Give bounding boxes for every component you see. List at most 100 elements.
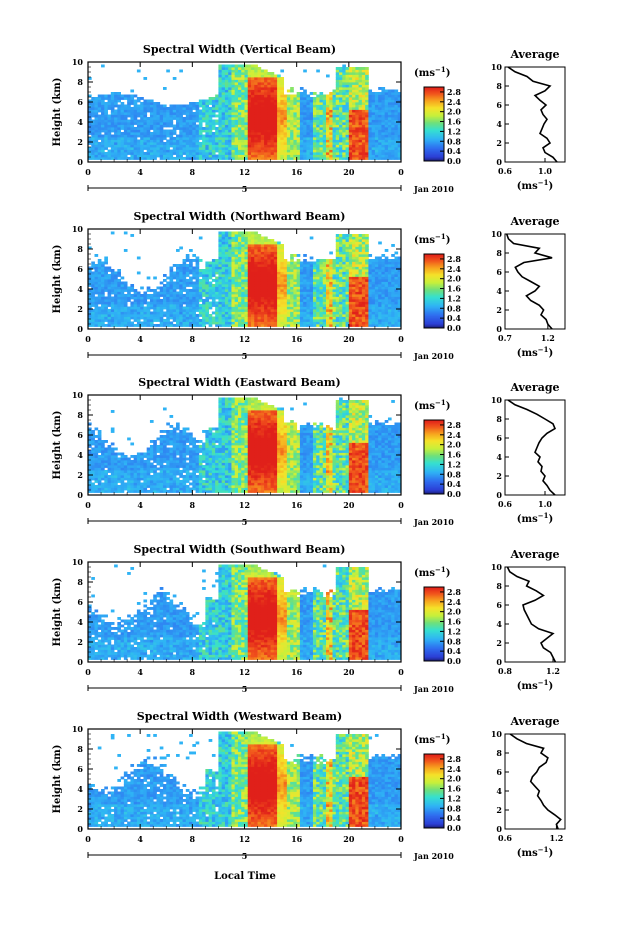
heatmap-cell bbox=[143, 77, 147, 80]
heatmap-cell bbox=[394, 152, 398, 155]
heatmap-cell bbox=[277, 95, 281, 98]
heatmap-cell bbox=[323, 150, 327, 153]
heatmap-cell bbox=[212, 105, 216, 108]
heatmap-cell bbox=[205, 135, 209, 138]
heatmap-cell bbox=[264, 72, 268, 75]
heatmap-cell bbox=[388, 137, 392, 140]
heatmap-cell bbox=[202, 117, 206, 120]
heatmap-cell bbox=[287, 120, 291, 123]
heatmap-cell bbox=[163, 150, 167, 153]
heatmap-cell bbox=[173, 309, 177, 312]
heatmap-cell bbox=[205, 297, 209, 300]
heatmap-cell bbox=[297, 314, 301, 317]
heatmap-cell bbox=[326, 274, 330, 277]
heatmap-cell bbox=[225, 259, 229, 262]
heatmap-cell bbox=[140, 314, 144, 317]
heatmap-cell bbox=[346, 122, 350, 125]
heatmap-cell bbox=[310, 289, 314, 292]
heatmap-cell bbox=[173, 292, 177, 295]
heatmap-cell bbox=[238, 262, 242, 265]
heatmap-cell bbox=[303, 322, 307, 325]
heatmap-cell bbox=[254, 77, 258, 80]
heatmap-cell bbox=[218, 234, 222, 237]
heatmap-cell bbox=[124, 97, 128, 100]
heatmap-cell bbox=[313, 115, 317, 118]
heatmap-cell bbox=[173, 140, 177, 143]
heatmap-cell bbox=[306, 120, 310, 123]
heatmap-cell bbox=[173, 137, 177, 140]
heatmap-cell bbox=[130, 155, 134, 158]
heatmap-cell bbox=[297, 324, 301, 327]
heatmap-cell bbox=[215, 294, 219, 297]
heatmap-cell bbox=[303, 90, 307, 93]
heatmap-cell bbox=[166, 312, 170, 315]
heatmap-cell bbox=[95, 264, 99, 267]
heatmap-cell bbox=[293, 135, 297, 138]
heatmap-cell bbox=[365, 90, 369, 93]
heatmap-cell bbox=[231, 232, 235, 235]
heatmap-cell bbox=[104, 324, 108, 327]
heatmap-cell bbox=[111, 100, 115, 103]
heatmap-cell bbox=[225, 312, 229, 315]
heatmap-cell bbox=[114, 112, 118, 115]
heatmap-cell bbox=[111, 289, 115, 292]
heatmap-cell bbox=[238, 120, 242, 123]
heatmap-cell bbox=[104, 110, 108, 113]
heatmap-cell bbox=[375, 147, 379, 150]
heatmap-cell bbox=[326, 95, 330, 98]
heatmap-cell bbox=[333, 319, 337, 322]
heatmap-cell bbox=[297, 319, 301, 322]
heatmap-cell bbox=[241, 70, 245, 73]
heatmap-cell bbox=[196, 127, 200, 130]
heatmap-cell bbox=[362, 95, 366, 98]
heatmap-cell bbox=[124, 142, 128, 145]
x-tick-label: 0 bbox=[398, 167, 404, 177]
heatmap-cell bbox=[215, 267, 219, 270]
heatmap-cell bbox=[218, 239, 222, 242]
heatmap-cell bbox=[342, 150, 346, 153]
heatmap-cell bbox=[104, 97, 108, 100]
heatmap-cell bbox=[238, 282, 242, 285]
heatmap-cell bbox=[134, 309, 138, 312]
heatmap-cell bbox=[254, 252, 258, 255]
heatmap-cell bbox=[238, 277, 242, 280]
heatmap-cell bbox=[98, 132, 102, 135]
heatmap-cell bbox=[225, 299, 229, 302]
heatmap-cell bbox=[254, 304, 258, 307]
heatmap-cell bbox=[235, 322, 239, 325]
heatmap-cell bbox=[209, 127, 213, 130]
heatmap-cell bbox=[160, 115, 164, 118]
heatmap-cell bbox=[381, 147, 385, 150]
heatmap-cell bbox=[196, 267, 200, 270]
heatmap-cell bbox=[362, 132, 366, 135]
heatmap-cell bbox=[258, 150, 262, 153]
heatmap-cell bbox=[212, 125, 216, 128]
heatmap-cell bbox=[271, 314, 275, 317]
heatmap-cell bbox=[264, 87, 268, 90]
heatmap-cell bbox=[117, 302, 121, 305]
heatmap-cell bbox=[91, 314, 95, 317]
heatmap-cell bbox=[313, 110, 317, 113]
heatmap-cell bbox=[284, 97, 288, 100]
heatmap-cell bbox=[238, 294, 242, 297]
heatmap-cell bbox=[254, 237, 258, 240]
heatmap-cell bbox=[235, 257, 239, 260]
heatmap-cell bbox=[290, 117, 294, 120]
heatmap-cell bbox=[228, 102, 232, 105]
heatmap-cell bbox=[248, 102, 252, 105]
heatmap-cell bbox=[179, 145, 183, 148]
heatmap-cell bbox=[355, 82, 359, 85]
heatmap-cell bbox=[91, 302, 95, 305]
heatmap-cell bbox=[355, 150, 359, 153]
heatmap-cell bbox=[319, 117, 323, 120]
heatmap-cell bbox=[254, 90, 258, 93]
heatmap-cell bbox=[179, 152, 183, 155]
heatmap-cell bbox=[202, 112, 206, 115]
heatmap-cell bbox=[310, 312, 314, 315]
heatmap-cell bbox=[117, 307, 121, 310]
heatmap-cell bbox=[104, 145, 108, 148]
heatmap-cell bbox=[134, 117, 138, 120]
heatmap-cell bbox=[251, 130, 255, 133]
heatmap-cell bbox=[104, 269, 108, 272]
heatmap-cell bbox=[91, 112, 95, 115]
